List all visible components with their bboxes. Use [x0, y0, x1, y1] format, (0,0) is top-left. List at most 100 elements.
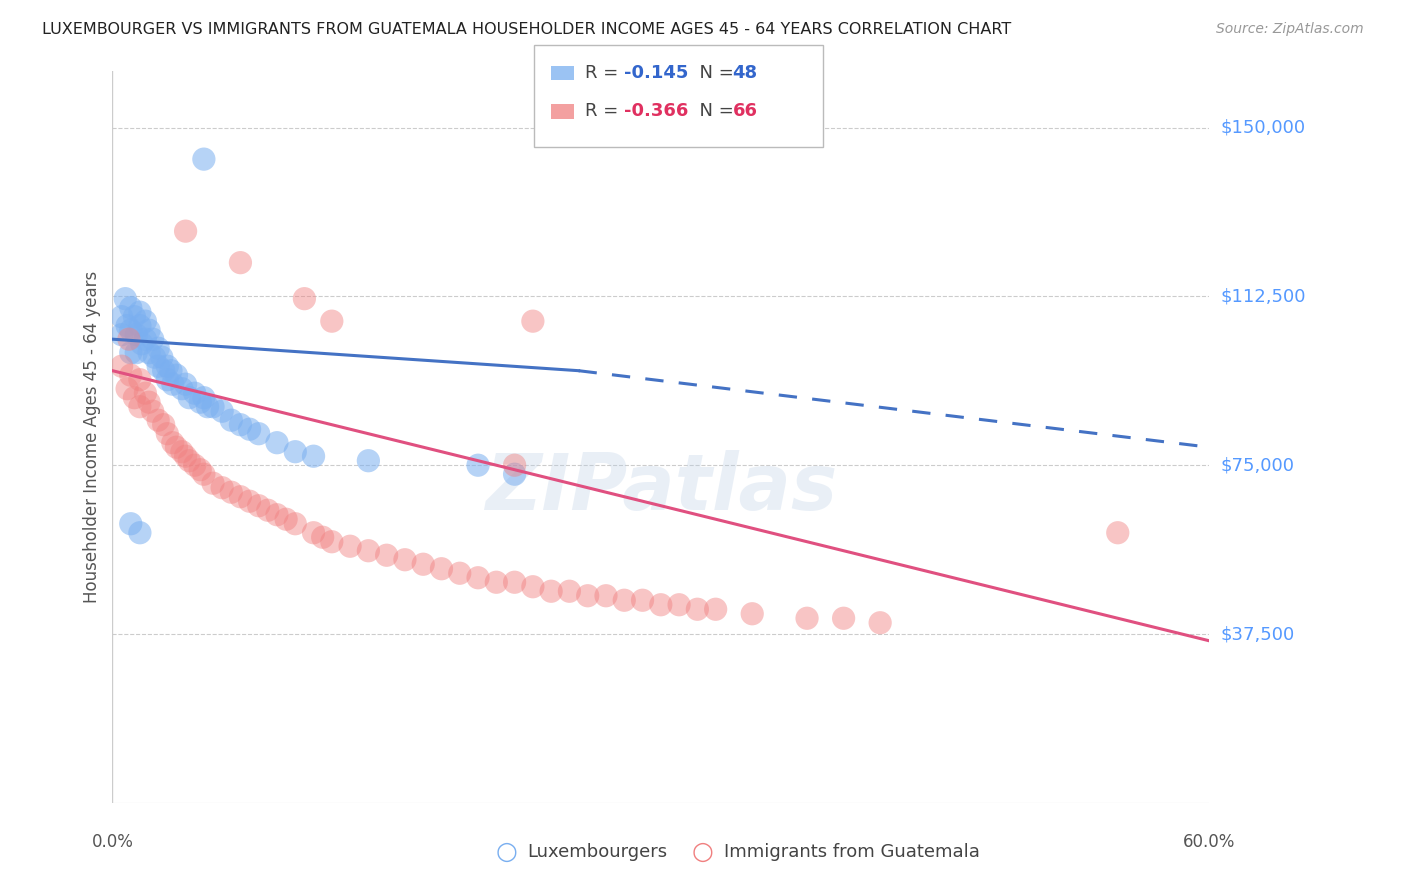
Point	[120, 345, 142, 359]
Point	[558, 584, 581, 599]
Point	[134, 386, 156, 401]
Point	[229, 490, 252, 504]
Text: ZIPatlas: ZIPatlas	[485, 450, 837, 526]
Point	[467, 571, 489, 585]
Point	[143, 350, 166, 364]
Point	[1107, 525, 1129, 540]
Point	[120, 301, 142, 315]
Text: R =: R =	[585, 103, 624, 120]
Point	[115, 318, 138, 333]
Point	[221, 413, 243, 427]
Text: -0.145: -0.145	[624, 64, 689, 82]
Point	[188, 463, 211, 477]
Point	[266, 435, 288, 450]
Point	[148, 413, 170, 427]
Point	[166, 368, 188, 383]
Text: $75,000: $75,000	[1220, 456, 1295, 475]
Point	[704, 602, 727, 616]
Text: N =: N =	[688, 64, 740, 82]
Point	[179, 391, 201, 405]
Point	[613, 593, 636, 607]
Point	[152, 417, 174, 432]
Point	[686, 602, 709, 616]
Point	[292, 292, 315, 306]
Point	[120, 368, 142, 383]
Point	[193, 467, 215, 482]
Point	[467, 458, 489, 473]
Point	[339, 539, 361, 553]
Text: ○: ○	[495, 840, 517, 863]
Point	[266, 508, 288, 522]
Point	[430, 562, 453, 576]
Text: LUXEMBOURGER VS IMMIGRANTS FROM GUATEMALA HOUSEHOLDER INCOME AGES 45 - 64 YEARS : LUXEMBOURGER VS IMMIGRANTS FROM GUATEMAL…	[42, 22, 1011, 37]
Point	[394, 553, 416, 567]
Point	[166, 440, 188, 454]
Text: $150,000: $150,000	[1220, 119, 1305, 136]
Point	[211, 404, 233, 418]
Point	[193, 391, 215, 405]
Point	[111, 310, 132, 324]
Point	[111, 327, 132, 342]
Point	[129, 525, 152, 540]
Point	[156, 373, 179, 387]
Point	[375, 548, 398, 562]
Point	[125, 345, 148, 359]
Text: Immigrants from Guatemala: Immigrants from Guatemala	[724, 843, 980, 861]
Point	[118, 332, 141, 346]
Point	[129, 373, 152, 387]
Point	[129, 305, 152, 319]
Point	[650, 598, 672, 612]
Point	[276, 512, 298, 526]
Point	[503, 467, 526, 482]
Point	[202, 476, 225, 491]
Point	[193, 152, 215, 166]
Point	[312, 530, 335, 544]
Point	[162, 377, 184, 392]
Y-axis label: Householder Income Ages 45 - 64 years: Householder Income Ages 45 - 64 years	[83, 271, 101, 603]
Point	[202, 400, 225, 414]
Point	[156, 359, 179, 374]
Point	[239, 494, 262, 508]
Point	[832, 611, 855, 625]
Point	[211, 481, 233, 495]
Point	[197, 400, 219, 414]
Point	[188, 395, 211, 409]
Point	[124, 391, 146, 405]
Point	[183, 458, 207, 473]
Point	[138, 323, 160, 337]
Point	[540, 584, 562, 599]
Text: 48: 48	[733, 64, 758, 82]
Point	[160, 364, 183, 378]
Point	[576, 589, 599, 603]
Point	[129, 318, 152, 333]
Point	[148, 359, 170, 374]
Point	[321, 534, 343, 549]
Point	[115, 382, 138, 396]
Point	[247, 499, 270, 513]
Point	[449, 566, 471, 581]
Text: ○: ○	[692, 840, 714, 863]
Point	[229, 255, 252, 269]
Point	[357, 453, 380, 467]
Point	[412, 558, 434, 572]
Point	[138, 395, 160, 409]
Point	[134, 332, 156, 346]
Point	[522, 314, 544, 328]
Point	[179, 453, 201, 467]
Point	[221, 485, 243, 500]
Point	[114, 292, 136, 306]
Text: Source: ZipAtlas.com: Source: ZipAtlas.com	[1216, 22, 1364, 37]
Text: 0.0%: 0.0%	[91, 833, 134, 851]
Point	[124, 310, 146, 324]
Point	[302, 449, 325, 463]
Point	[129, 400, 152, 414]
Text: 66: 66	[733, 103, 758, 120]
Point	[668, 598, 690, 612]
Point	[284, 516, 307, 531]
Point	[631, 593, 654, 607]
Text: Luxembourgers: Luxembourgers	[527, 843, 668, 861]
Text: 60.0%: 60.0%	[1182, 833, 1236, 851]
Text: $37,500: $37,500	[1220, 625, 1295, 643]
Point	[152, 364, 174, 378]
Point	[111, 359, 132, 374]
